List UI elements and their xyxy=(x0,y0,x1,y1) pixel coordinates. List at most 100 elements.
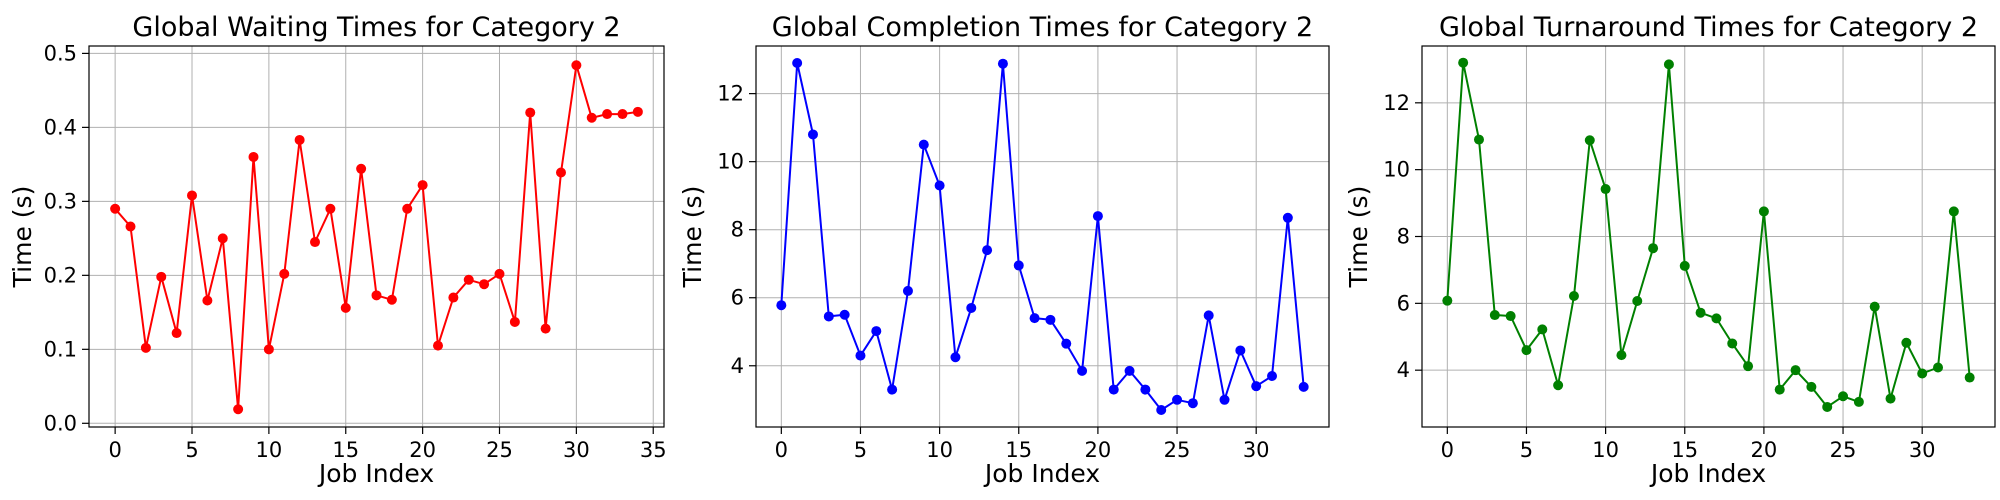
x-tick-label: 10 xyxy=(1592,438,1619,462)
data-point xyxy=(918,139,929,150)
data-point xyxy=(1632,296,1643,307)
data-point xyxy=(1235,345,1246,356)
y-tick-label: 8 xyxy=(731,218,744,242)
data-point xyxy=(1853,396,1864,407)
chart-panel-1: 0 5 10 15 20 25 30 35 0.0 0.1 0.2 0.3 0.4 0.5 Global W… xyxy=(8,12,667,488)
x-tick-label: 5 xyxy=(185,438,198,462)
data-point xyxy=(294,134,305,145)
x-tick-label: 20 xyxy=(409,438,436,462)
data-point xyxy=(1584,135,1595,146)
y-tick-label: 0.0 xyxy=(44,411,77,435)
x-tick-label: 15 xyxy=(332,438,359,462)
data-point xyxy=(1727,338,1738,349)
data-point xyxy=(1282,212,1293,223)
data-point xyxy=(509,316,520,327)
data-point xyxy=(1537,324,1548,335)
data-point xyxy=(1885,393,1896,404)
y-tick-label: 0.2 xyxy=(44,263,77,287)
x-tick-label: 30 xyxy=(1909,438,1936,462)
data-point xyxy=(340,302,351,313)
data-point xyxy=(448,292,459,303)
data-point xyxy=(1774,384,1785,395)
data-point xyxy=(1743,361,1754,372)
data-point xyxy=(1758,206,1769,217)
data-point xyxy=(871,326,882,337)
x-tick-label: 35 xyxy=(640,438,667,462)
data-point xyxy=(1948,206,1959,217)
x-tick-label: 15 xyxy=(1671,438,1698,462)
data-point xyxy=(1933,362,1944,373)
data-point xyxy=(1648,243,1659,254)
data-point xyxy=(1045,314,1056,325)
data-point xyxy=(171,328,182,339)
data-point xyxy=(1061,338,1072,349)
x-tick-label: 25 xyxy=(486,438,513,462)
data-point xyxy=(187,190,198,201)
chart-title: Global Waiting Times for Category 2 xyxy=(132,12,620,43)
x-tick-label: 5 xyxy=(854,438,867,462)
chart-panel-2: 0 5 10 15 20 25 30 4 6 8 10 12 Global Completion Tim… xyxy=(678,12,1330,488)
data-point xyxy=(1029,313,1040,324)
x-tick-label: 10 xyxy=(926,438,953,462)
data-point xyxy=(1711,313,1722,324)
data-point xyxy=(1489,310,1500,321)
y-tick-label: 12 xyxy=(1383,91,1410,115)
data-point xyxy=(1917,368,1928,379)
data-point xyxy=(1077,365,1088,376)
x-tick-label: 25 xyxy=(1164,438,1191,462)
data-point xyxy=(233,404,244,415)
plot-frame xyxy=(88,45,665,428)
data-point xyxy=(1187,398,1198,409)
data-point xyxy=(950,352,961,363)
data-point xyxy=(110,203,121,214)
data-point xyxy=(156,271,167,282)
data-point xyxy=(966,302,977,313)
x-axis-label: Job Index xyxy=(317,459,434,488)
x-tick-label: 15 xyxy=(1005,438,1032,462)
series-line xyxy=(780,62,1305,411)
x-tick-label: 0 xyxy=(1441,438,1454,462)
data-point xyxy=(1092,211,1103,222)
data-point xyxy=(1140,384,1151,395)
data-point xyxy=(1964,372,1975,383)
data-point xyxy=(602,109,613,120)
y-axis-label: Time (s) xyxy=(1344,186,1373,289)
data-point xyxy=(263,344,274,355)
data-point xyxy=(1251,381,1262,392)
data-point xyxy=(1869,301,1880,312)
data-point xyxy=(1679,260,1690,271)
data-point xyxy=(997,58,1008,69)
data-point xyxy=(823,311,834,322)
data-point xyxy=(1298,381,1309,392)
x-tick-label: 0 xyxy=(108,438,121,462)
data-point xyxy=(417,180,428,191)
y-tick-label: 0.5 xyxy=(44,41,77,65)
data-point xyxy=(934,180,945,191)
data-point xyxy=(1695,307,1706,318)
y-tick-label: 12 xyxy=(717,82,744,106)
data-point xyxy=(586,112,597,123)
data-point xyxy=(1901,337,1912,348)
x-tick-label: 10 xyxy=(256,438,283,462)
data-point xyxy=(776,300,787,311)
data-point xyxy=(555,167,566,178)
data-point xyxy=(571,60,582,71)
data-point xyxy=(902,285,913,296)
data-point xyxy=(1568,290,1579,301)
data-point xyxy=(1663,59,1674,70)
data-point xyxy=(217,233,228,244)
data-point xyxy=(310,237,321,248)
x-tick-label: 25 xyxy=(1830,438,1857,462)
data-point xyxy=(1172,394,1183,405)
data-point xyxy=(386,294,397,305)
x-tick-label: 20 xyxy=(1751,438,1778,462)
y-tick-label: 4 xyxy=(1397,358,1410,382)
data-point xyxy=(1473,134,1484,145)
data-point xyxy=(1505,311,1516,322)
data-point xyxy=(1521,345,1532,356)
data-point xyxy=(463,274,474,285)
data-point xyxy=(1822,401,1833,412)
y-tick-label: 6 xyxy=(1397,291,1410,315)
data-point xyxy=(325,203,336,214)
